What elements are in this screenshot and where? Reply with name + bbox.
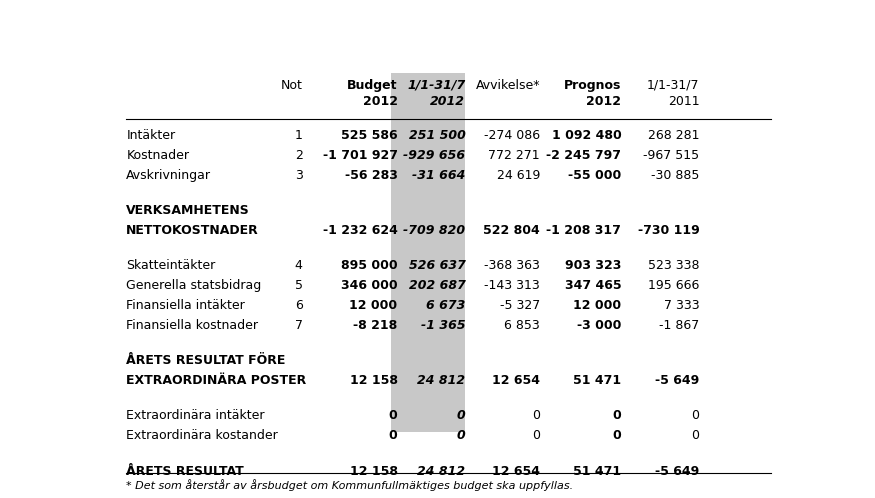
Text: -1 365: -1 365 <box>421 319 466 332</box>
Text: 347 465: 347 465 <box>564 279 621 292</box>
Text: 526 637: 526 637 <box>409 259 466 272</box>
Text: Avskrivningar: Avskrivningar <box>126 169 212 182</box>
Text: 12 158: 12 158 <box>350 374 397 387</box>
Text: 522 804: 522 804 <box>483 224 540 237</box>
Text: NETTOKOSTNADER: NETTOKOSTNADER <box>126 224 259 237</box>
Text: -8 218: -8 218 <box>354 319 397 332</box>
Text: 12 654: 12 654 <box>492 465 540 478</box>
Text: Intäkter: Intäkter <box>126 129 176 142</box>
Text: ÅRETS RESULTAT FÖRE: ÅRETS RESULTAT FÖRE <box>126 354 286 367</box>
Text: -1 867: -1 867 <box>659 319 699 332</box>
Bar <box>391 73 466 432</box>
Text: ÅRETS RESULTAT: ÅRETS RESULTAT <box>126 465 244 478</box>
Text: 7: 7 <box>295 319 303 332</box>
Text: 12 000: 12 000 <box>349 299 397 312</box>
Text: 0: 0 <box>388 409 397 422</box>
Text: Generella statsbidrag: Generella statsbidrag <box>126 279 262 292</box>
Text: 3: 3 <box>295 169 303 182</box>
Text: -967 515: -967 515 <box>643 149 699 162</box>
Text: 346 000: 346 000 <box>341 279 397 292</box>
Text: -1 208 317: -1 208 317 <box>547 224 621 237</box>
Text: Finansiella intäkter: Finansiella intäkter <box>126 299 245 312</box>
Text: 6: 6 <box>295 299 303 312</box>
Text: -30 885: -30 885 <box>651 169 699 182</box>
Text: -3 000: -3 000 <box>577 319 621 332</box>
Text: 51 471: 51 471 <box>573 374 621 387</box>
Text: Prognos
2012: Prognos 2012 <box>564 79 621 108</box>
Text: 0: 0 <box>532 429 540 442</box>
Text: 0: 0 <box>532 409 540 422</box>
Text: -2 245 797: -2 245 797 <box>546 149 621 162</box>
Text: 12 158: 12 158 <box>350 465 397 478</box>
Text: 0: 0 <box>457 429 466 442</box>
Text: 895 000: 895 000 <box>341 259 397 272</box>
Text: 1: 1 <box>295 129 303 142</box>
Text: 772 271: 772 271 <box>488 149 540 162</box>
Text: 6 853: 6 853 <box>504 319 540 332</box>
Text: -56 283: -56 283 <box>345 169 397 182</box>
Text: 2: 2 <box>295 149 303 162</box>
Text: 525 586: 525 586 <box>341 129 397 142</box>
Text: 12 654: 12 654 <box>492 374 540 387</box>
Text: Kostnader: Kostnader <box>126 149 189 162</box>
Text: 0: 0 <box>691 429 699 442</box>
Text: 24 619: 24 619 <box>497 169 540 182</box>
Text: -709 820: -709 820 <box>403 224 466 237</box>
Text: 202 687: 202 687 <box>409 279 466 292</box>
Text: -368 363: -368 363 <box>484 259 540 272</box>
Text: 1/1-31/7
2011: 1/1-31/7 2011 <box>647 79 699 108</box>
Text: -5 649: -5 649 <box>655 374 699 387</box>
Text: Finansiella kostnader: Finansiella kostnader <box>126 319 258 332</box>
Text: 523 338: 523 338 <box>648 259 699 272</box>
Text: -1 232 624: -1 232 624 <box>323 224 397 237</box>
Text: Extraordinära kostander: Extraordinära kostander <box>126 429 278 442</box>
Text: 903 323: 903 323 <box>565 259 621 272</box>
Text: -929 656: -929 656 <box>403 149 466 162</box>
Text: -55 000: -55 000 <box>568 169 621 182</box>
Text: Budget
2012: Budget 2012 <box>347 79 397 108</box>
Text: 0: 0 <box>612 409 621 422</box>
Text: 0: 0 <box>457 409 466 422</box>
Text: -274 086: -274 086 <box>484 129 540 142</box>
Text: Not: Not <box>281 79 303 92</box>
Text: 12 000: 12 000 <box>573 299 621 312</box>
Text: EXTRAORDINÄRA POSTER: EXTRAORDINÄRA POSTER <box>126 374 306 387</box>
Text: -1 701 927: -1 701 927 <box>323 149 397 162</box>
Text: 24 812: 24 812 <box>417 465 466 478</box>
Text: 1 092 480: 1 092 480 <box>551 129 621 142</box>
Text: -31 664: -31 664 <box>412 169 466 182</box>
Text: 268 281: 268 281 <box>648 129 699 142</box>
Text: 6 673: 6 673 <box>426 299 466 312</box>
Text: 5: 5 <box>295 279 303 292</box>
Text: 1/1-31/7
2012: 1/1-31/7 2012 <box>407 79 466 108</box>
Text: -5 327: -5 327 <box>500 299 540 312</box>
Text: 0: 0 <box>388 429 397 442</box>
Text: 51 471: 51 471 <box>573 465 621 478</box>
Text: Avvikelse*: Avvikelse* <box>475 79 540 92</box>
Text: VERKSAMHETENS: VERKSAMHETENS <box>126 204 250 217</box>
Text: Extraordinära intäkter: Extraordinära intäkter <box>126 409 265 422</box>
Text: 195 666: 195 666 <box>648 279 699 292</box>
Text: 251 500: 251 500 <box>409 129 466 142</box>
Text: 4: 4 <box>295 259 303 272</box>
Text: -5 649: -5 649 <box>655 465 699 478</box>
Text: 24 812: 24 812 <box>417 374 466 387</box>
Text: 0: 0 <box>612 429 621 442</box>
Text: -143 313: -143 313 <box>484 279 540 292</box>
Text: Skatteintäkter: Skatteintäkter <box>126 259 215 272</box>
Text: -730 119: -730 119 <box>638 224 699 237</box>
Text: 0: 0 <box>691 409 699 422</box>
Text: * Det som återstår av årsbudget om Kommunfullmäktiges budget ska uppfyllas.: * Det som återstår av årsbudget om Kommu… <box>126 479 573 491</box>
Text: 7 333: 7 333 <box>664 299 699 312</box>
